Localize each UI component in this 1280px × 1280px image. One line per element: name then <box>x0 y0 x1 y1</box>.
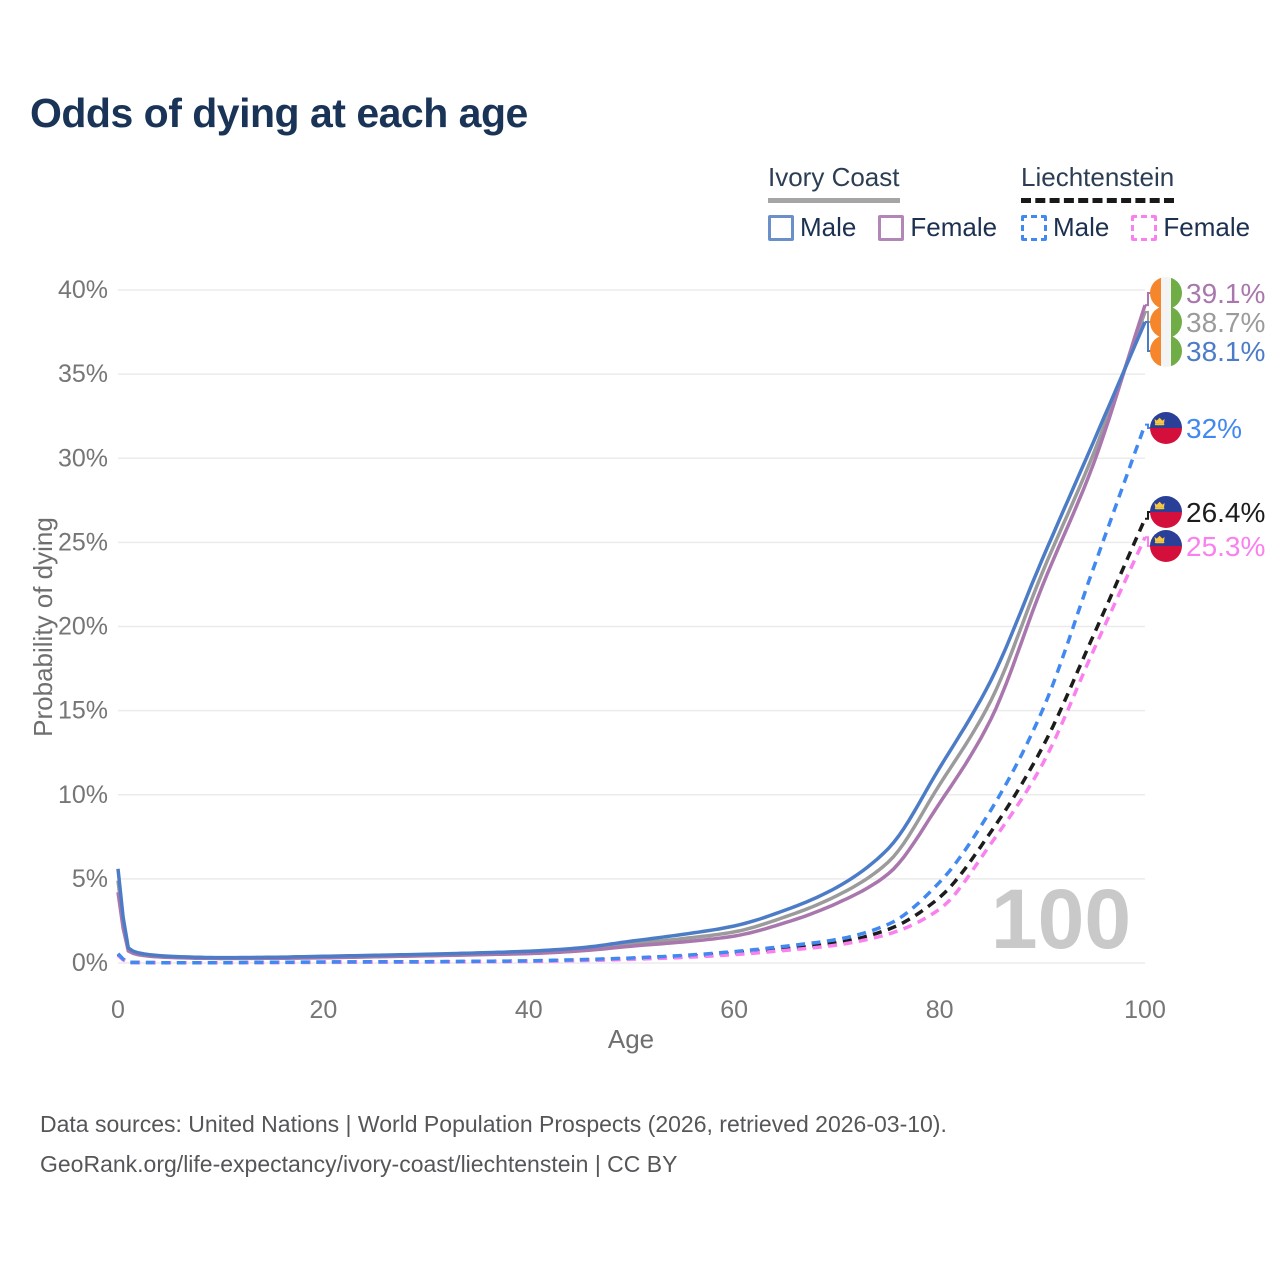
ivory-coast-flag-icon <box>1150 335 1182 367</box>
legend-swatch-liechtenstein-male <box>1021 214 1047 241</box>
liechtenstein-flag-icon <box>1150 530 1182 562</box>
data-source-line: Data sources: United Nations | World Pop… <box>40 1111 947 1137</box>
y-tick-label: 30% <box>58 444 108 472</box>
legend-item-label: Male <box>1053 212 1110 242</box>
x-tick-label: 0 <box>111 996 125 1024</box>
y-axis-title: Probability of dying <box>28 517 58 737</box>
x-tick-label: 80 <box>926 996 954 1024</box>
gridlines <box>118 289 1145 964</box>
legend-swatch-ivory-coast-male <box>768 214 794 241</box>
series-lines <box>116 304 1147 965</box>
y-tick-label: 25% <box>58 528 108 556</box>
legend-group-title-ivory-coast: Ivory Coast <box>768 162 900 203</box>
x-tick-label: 100 <box>1124 996 1166 1024</box>
legend-item-liechtenstein-female[interactable]: Female <box>1131 212 1250 243</box>
ivory-coast-flag-icon <box>1150 277 1182 309</box>
legend-item-liechtenstein-male[interactable]: Male <box>1021 212 1109 243</box>
legend-group-ivory-coast: Ivory Coast Male Female <box>768 162 1019 243</box>
page-title: Odds of dying at each age <box>30 90 528 136</box>
x-tick-label: 40 <box>515 996 543 1024</box>
series-line-liechtenstein-male[interactable] <box>116 424 1147 965</box>
legend-row-liechtenstein: Male Female <box>1021 212 1272 243</box>
legend-swatch-liechtenstein-female <box>1131 214 1158 241</box>
legend-swatch-ivory-coast-female <box>878 214 905 241</box>
end-label-liechtenstein-male: 32% <box>1186 413 1242 444</box>
y-tick-label: 35% <box>58 360 108 388</box>
end-label-liechtenstein-total: 26.4% <box>1186 497 1265 528</box>
end-label-liechtenstein-female: 25.3% <box>1186 531 1265 562</box>
series-line-ivory-coast-male[interactable] <box>116 321 1147 960</box>
end-label-ivory-coast-total: 38.7% <box>1186 307 1265 338</box>
ivory-coast-flag-icon <box>1150 306 1182 338</box>
legend-row-ivory-coast: Male Female <box>768 212 1019 243</box>
age-watermark: 100 <box>991 872 1131 966</box>
y-tick-label: 0% <box>72 949 108 977</box>
legend-group-liechtenstein: Liechtenstein Male Female <box>1021 162 1272 243</box>
x-tick-label: 60 <box>720 996 748 1024</box>
y-tick-label: 40% <box>58 276 108 304</box>
legend-item-label: Female <box>1163 212 1251 242</box>
y-tick-label: 15% <box>58 697 108 725</box>
legend-item-label: Male <box>800 212 857 242</box>
end-label-ivory-coast-female: 39.1% <box>1186 278 1265 309</box>
legend-item-ivory-coast-female[interactable]: Female <box>878 212 997 243</box>
end-labels: 38.7%39.1% 38.1% 26.4%25.3% 32% <box>1145 277 1265 562</box>
legend-item-ivory-coast-male[interactable]: Male <box>768 212 856 243</box>
liechtenstein-flag-icon <box>1150 496 1182 528</box>
footer: Data sources: United Nations | World Pop… <box>40 1104 947 1184</box>
axis-ticks: 0% 5% 10% 15% 20% 25% 30% 35% 40% 0 20 40 60 80 100 <box>58 276 1166 1024</box>
legend-group-title-liechtenstein: Liechtenstein <box>1021 162 1175 203</box>
y-tick-label: 5% <box>72 865 108 893</box>
attribution-line: GeoRank.org/life-expectancy/ivory-coast/… <box>40 1151 678 1177</box>
series-line-ivory-coast-total[interactable] <box>116 311 1147 960</box>
liechtenstein-flag-icon <box>1150 412 1182 444</box>
end-label-ivory-coast-male: 38.1% <box>1186 336 1265 367</box>
series-line-ivory-coast-female[interactable] <box>116 304 1147 961</box>
y-tick-label: 10% <box>58 781 108 809</box>
x-tick-label: 20 <box>309 996 337 1024</box>
y-tick-label: 20% <box>58 613 108 641</box>
legend-item-label: Female <box>910 212 998 242</box>
x-axis-title: Age <box>608 1024 654 1054</box>
